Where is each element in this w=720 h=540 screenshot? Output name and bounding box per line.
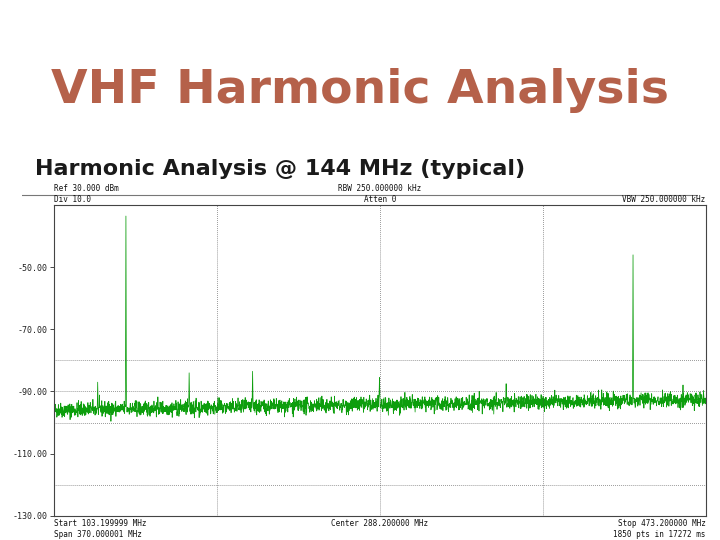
Text: VHF Harmonic Analysis: VHF Harmonic Analysis xyxy=(51,69,669,113)
Text: 16: 16 xyxy=(677,10,700,28)
Text: Stop 473.200000 MHz
1850 pts in 17272 ms: Stop 473.200000 MHz 1850 pts in 17272 ms xyxy=(613,519,706,539)
Text: Ref 30.000 dBm
Div 10.0: Ref 30.000 dBm Div 10.0 xyxy=(54,184,119,204)
Text: RBW 250.000000 kHz
Atten 0: RBW 250.000000 kHz Atten 0 xyxy=(338,184,421,204)
Text: Center 288.200000 MHz: Center 288.200000 MHz xyxy=(331,519,428,528)
Text: Start 103.199999 MHz
Span 370.000001 MHz: Start 103.199999 MHz Span 370.000001 MHz xyxy=(54,519,146,539)
Text: Harmonic Analysis @ 144 MHz (typical): Harmonic Analysis @ 144 MHz (typical) xyxy=(35,159,526,179)
Text: VBW 250.000000 kHz: VBW 250.000000 kHz xyxy=(622,194,706,204)
